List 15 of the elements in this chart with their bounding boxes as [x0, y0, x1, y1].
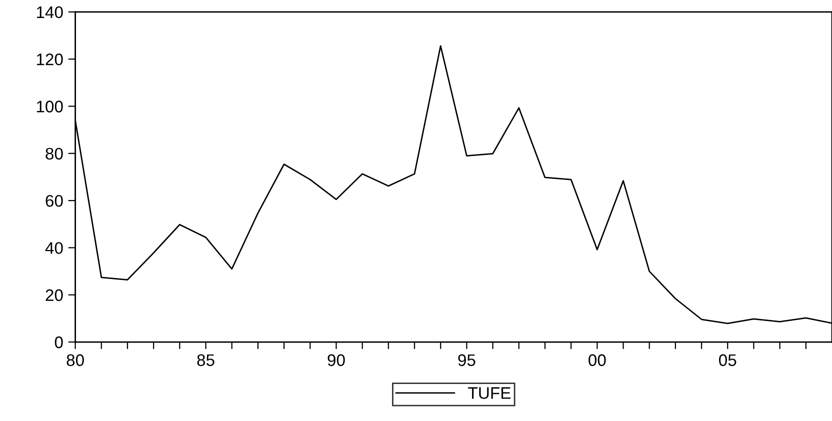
x-tick-label: 95: [458, 354, 476, 366]
y-tick-label: 40: [45, 242, 63, 254]
x-tick-label: 80: [66, 354, 84, 366]
y-tick-label: 0: [54, 336, 63, 348]
y-tick-label: 80: [46, 148, 63, 160]
legend-label: TUFE: [468, 387, 511, 399]
x-tick-label: 85: [197, 354, 214, 366]
y-tick-label: 60: [46, 194, 63, 207]
y-tick-label: 120: [36, 54, 63, 66]
x-tick-label: 90: [328, 354, 345, 366]
y-tick-label: 100: [36, 100, 63, 112]
y-tick-label: 20: [46, 289, 63, 302]
y-tick-label: 140: [36, 6, 63, 18]
x-tick-label: 00: [588, 354, 606, 366]
x-tick-label: 05: [719, 354, 736, 366]
